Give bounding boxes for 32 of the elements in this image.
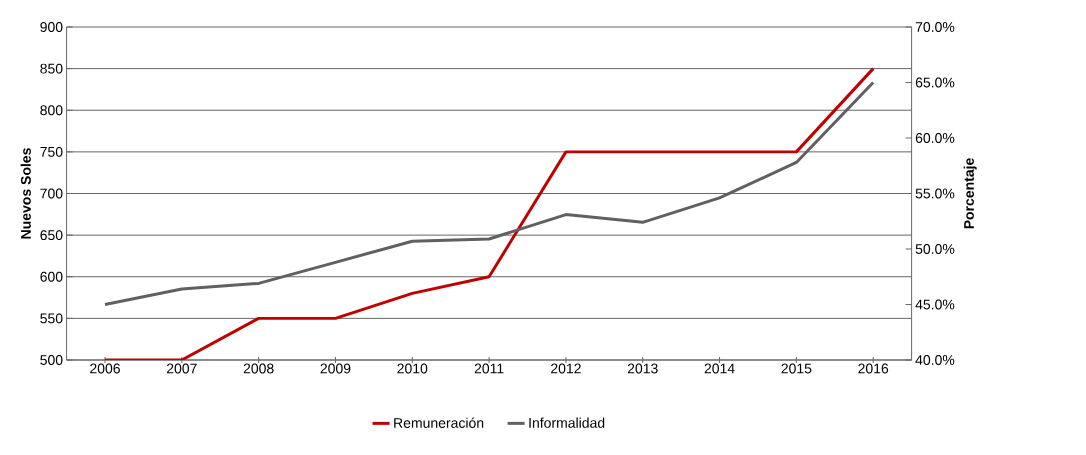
x-tick-label: 2015: [781, 363, 812, 374]
x-tick-label: 2011: [474, 363, 504, 374]
y-tick-label: 700: [40, 188, 63, 199]
x-tick-label: 2010: [397, 363, 428, 374]
y2-tick-label: 50.0%: [915, 244, 955, 254]
y2-axis-title: Porcentaje: [963, 158, 977, 229]
legend-label: Informalidad: [529, 417, 605, 428]
legend-label: Remuneración: [394, 417, 484, 428]
line-series: [103, 81, 875, 306]
x-tick-label: 2007: [166, 363, 197, 374]
y-tick-label: 800: [40, 105, 63, 116]
y-axis-title: Nuevos Soles: [20, 148, 31, 239]
x-tick-label: 2006: [90, 363, 120, 374]
x-tick-label: 2014: [704, 363, 735, 374]
y2-tick-label: 55.0%: [915, 188, 955, 199]
y-tick-label: 750: [40, 146, 63, 157]
y-tick-label: 650: [40, 230, 63, 241]
y2-tick-label: 65.0%: [915, 77, 955, 88]
x-tick-label: 2008: [243, 363, 274, 374]
y2-tick-label: 70.0%: [915, 22, 955, 32]
y-tick-label: 900: [40, 22, 63, 32]
x-tick-label: 2016: [858, 363, 889, 374]
y2-tick-label: 45.0%: [915, 299, 955, 310]
y-tick-label: 500: [40, 355, 63, 365]
x-tick-label: 2013: [627, 363, 658, 374]
y2-tick-label: 40.0%: [915, 355, 955, 365]
y-tick-label: 850: [40, 63, 63, 74]
y-tick-label: 600: [40, 271, 63, 282]
y2-tick-label: 60.0%: [915, 133, 955, 143]
x-tick-label: 2009: [320, 363, 351, 374]
y-tick-label: 550: [40, 313, 63, 324]
x-tick-label: 2012: [551, 363, 581, 374]
